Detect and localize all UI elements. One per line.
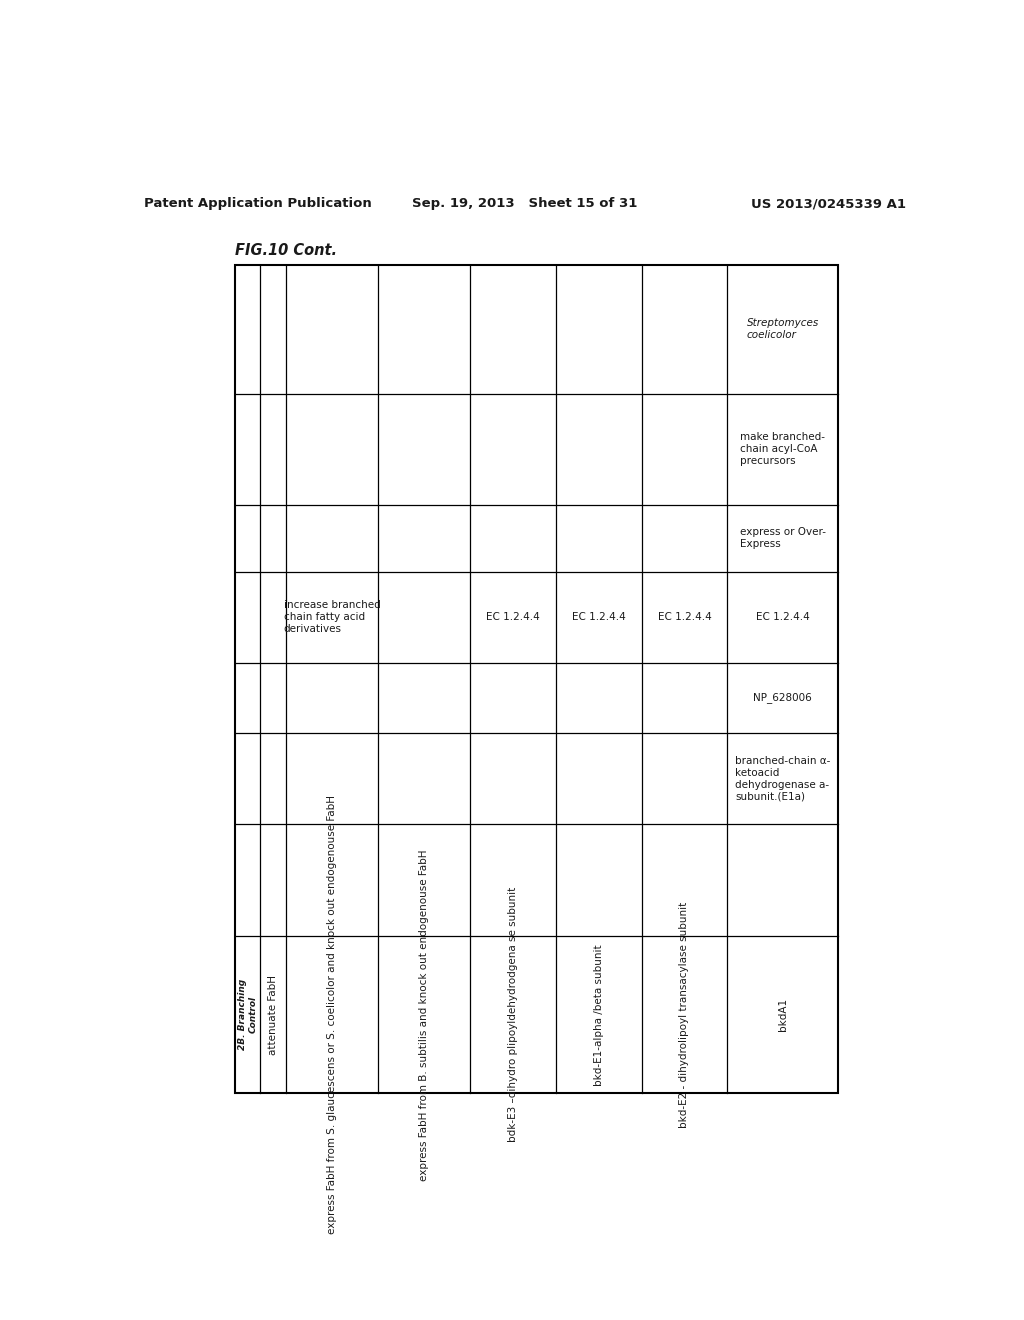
Text: EC 1.2.4.4: EC 1.2.4.4 — [572, 612, 626, 622]
Text: bdk-E3 –dihydro plipoyldehydrodgena se subunit: bdk-E3 –dihydro plipoyldehydrodgena se s… — [508, 887, 518, 1142]
Text: NP_628006: NP_628006 — [754, 693, 812, 704]
Text: EC 1.2.4.4: EC 1.2.4.4 — [486, 612, 540, 622]
Text: Sep. 19, 2013   Sheet 15 of 31: Sep. 19, 2013 Sheet 15 of 31 — [412, 197, 638, 210]
Text: bkd-E2 - dihydrolipoyl transacylase subunit: bkd-E2 - dihydrolipoyl transacylase subu… — [680, 902, 689, 1127]
Text: express or Over-
Express: express or Over- Express — [739, 528, 825, 549]
Text: US 2013/0245339 A1: US 2013/0245339 A1 — [751, 197, 905, 210]
Text: bkdA1: bkdA1 — [778, 998, 787, 1031]
Text: bkd-E1-alpha /beta subunit: bkd-E1-alpha /beta subunit — [594, 944, 604, 1085]
Text: express FabH from B. subtilis and knock out endogenouse FabH: express FabH from B. subtilis and knock … — [419, 849, 429, 1180]
Text: branched-chain α-
ketoacid
dehydrogenase a-
subunit.(E1a): branched-chain α- ketoacid dehydrogenase… — [735, 756, 830, 801]
Text: Streptomyces
coelicolor: Streptomyces coelicolor — [746, 318, 819, 341]
Text: express FabH from S. glaucescens or S. coelicolor and knock out endogenouse FabH: express FabH from S. glaucescens or S. c… — [327, 795, 337, 1234]
Text: 2B. Branching
Control: 2B. Branching Control — [239, 979, 257, 1051]
Text: Patent Application Publication: Patent Application Publication — [143, 197, 372, 210]
Text: attenuate FabH: attenuate FabH — [268, 974, 279, 1055]
Text: EC 1.2.4.4: EC 1.2.4.4 — [657, 612, 712, 622]
Text: increase branched
chain fatty acid
derivatives: increase branched chain fatty acid deriv… — [284, 601, 380, 634]
Text: FIG.10 Cont.: FIG.10 Cont. — [236, 243, 337, 257]
Text: EC 1.2.4.4: EC 1.2.4.4 — [756, 612, 810, 622]
Text: make branched-
chain acyl-CoA
precursors: make branched- chain acyl-CoA precursors — [740, 433, 825, 466]
